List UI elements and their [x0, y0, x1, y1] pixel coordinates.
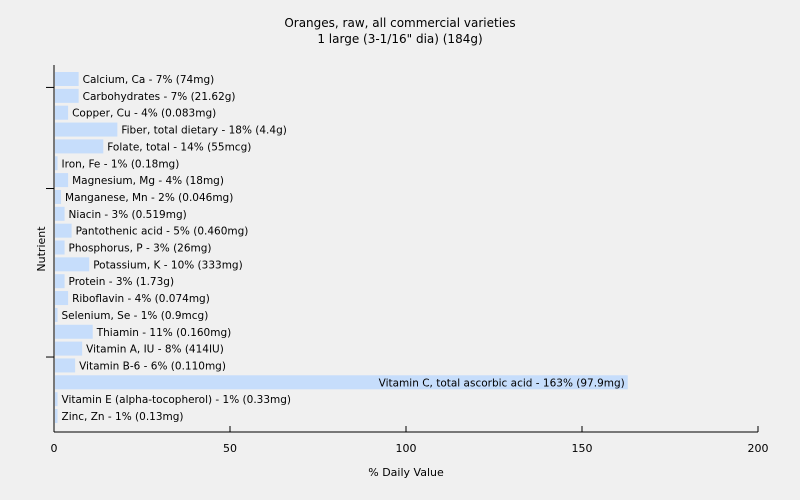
bar — [55, 223, 72, 238]
bar-label: Selenium, Se - 1% (0.9mcg) — [62, 310, 209, 322]
bar — [55, 358, 76, 373]
bars-layer — [55, 72, 628, 423]
bar-label: Manganese, Mn - 2% (0.046mg) — [65, 192, 233, 204]
bar — [55, 392, 58, 407]
ticks-layer: 0 50 100 150 200 — [46, 86, 769, 455]
bar-label: Pantothenic acid - 5% (0.460mg) — [76, 226, 249, 238]
labels-layer: Calcium, Ca - 7% (74mg) Carbohydrates - 7… — [62, 74, 625, 423]
bar-label: Vitamin C, total ascorbic acid - 163% (9… — [379, 377, 625, 389]
bar-label: Calcium, Ca - 7% (74mg) — [83, 74, 215, 86]
y-axis-label: Nutrient — [35, 226, 48, 272]
bar — [55, 206, 65, 221]
bar — [55, 189, 62, 204]
bar-label: Protein - 3% (1.73g) — [69, 276, 175, 288]
bar — [55, 173, 69, 188]
bar-label: Copper, Cu - 4% (0.083mg) — [72, 108, 216, 120]
bar — [55, 72, 79, 86]
bar — [55, 257, 90, 272]
bar-label: Zinc, Zn - 1% (0.13mg) — [62, 411, 184, 423]
bar — [55, 122, 118, 137]
bar — [55, 88, 79, 103]
bar — [55, 307, 58, 322]
bar-label: Niacin - 3% (0.519mg) — [69, 209, 187, 221]
chart-subtitle: 1 large (3-1/16" dia) (184g) — [317, 32, 483, 46]
x-tick-label: 50 — [223, 442, 237, 455]
bar — [55, 291, 69, 306]
chart-title: Oranges, raw, all commercial varieties — [284, 16, 516, 30]
bar — [55, 105, 69, 120]
bar — [55, 139, 104, 154]
bar — [55, 156, 58, 171]
x-tick-label: 200 — [748, 442, 769, 455]
bar — [55, 409, 58, 423]
bar-label: Vitamin B-6 - 6% (0.110mg) — [79, 360, 226, 372]
bar-label: Vitamin A, IU - 8% (414IU) — [86, 344, 224, 356]
bar — [55, 324, 93, 339]
bar-label: Thiamin - 11% (0.160mg) — [96, 327, 232, 339]
bar-label: Potassium, K - 10% (333mg) — [93, 259, 243, 271]
x-tick-label: 150 — [572, 442, 593, 455]
bar — [55, 341, 83, 356]
bar-label: Vitamin E (alpha-tocopherol) - 1% (0.33m… — [62, 394, 291, 406]
bar-label: Fiber, total dietary - 18% (4.4g) — [121, 125, 286, 137]
x-tick-label: 100 — [396, 442, 417, 455]
bar — [55, 375, 628, 390]
bar-label: Magnesium, Mg - 4% (18mg) — [72, 175, 224, 187]
bar-label: Carbohydrates - 7% (21.62g) — [83, 91, 236, 103]
bar-label: Phosphorus, P - 3% (26mg) — [69, 243, 212, 255]
bar — [55, 240, 65, 255]
bar-label: Iron, Fe - 1% (0.18mg) — [62, 158, 180, 170]
x-axis-label: % Daily Value — [368, 466, 444, 479]
bar — [55, 274, 65, 289]
bar-label: Riboflavin - 4% (0.074mg) — [72, 293, 210, 305]
bar-label: Folate, total - 14% (55mcg) — [107, 141, 251, 153]
x-tick-label: 0 — [51, 442, 58, 455]
